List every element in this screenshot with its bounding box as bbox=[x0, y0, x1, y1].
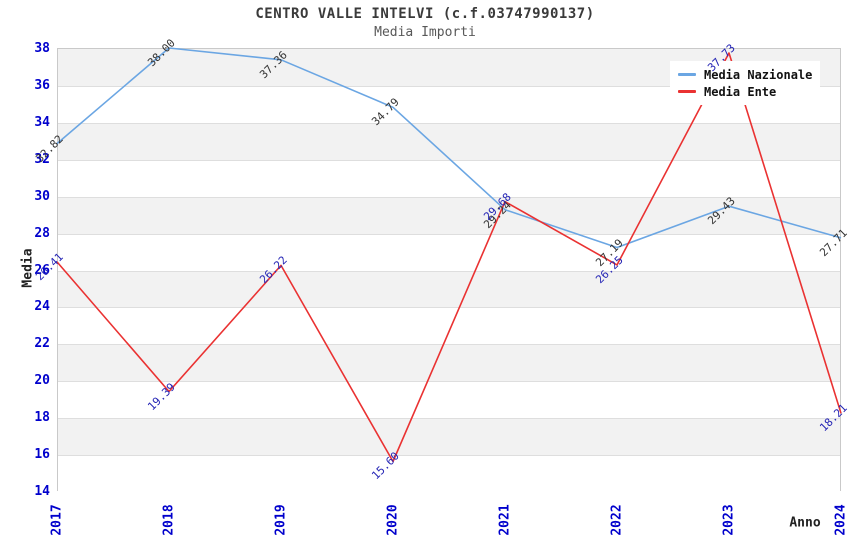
legend-swatch-media-nazionale-icon bbox=[678, 73, 696, 76]
gridline bbox=[58, 381, 840, 383]
legend: Media Nazionale Media Ente bbox=[670, 61, 821, 105]
plot-band bbox=[58, 122, 840, 160]
plot-band bbox=[58, 307, 840, 345]
x-tick-label: 2024 bbox=[833, 504, 849, 536]
y-tick-label: 22 bbox=[34, 336, 50, 352]
y-tick-label: 14 bbox=[34, 484, 50, 499]
legend-label: Media Nazionale bbox=[704, 67, 813, 82]
y-tick-label: 26 bbox=[34, 262, 50, 278]
x-tick-label: 2022 bbox=[609, 504, 625, 536]
y-tick-label: 38 bbox=[34, 41, 50, 56]
x-axis-title: Anno bbox=[789, 515, 821, 531]
gridline bbox=[58, 455, 840, 457]
x-tick-label: 2020 bbox=[385, 504, 401, 536]
gridline bbox=[58, 307, 840, 309]
x-tick-label: 2018 bbox=[161, 504, 177, 536]
plot-band bbox=[58, 233, 840, 271]
y-tick-label: 18 bbox=[34, 410, 50, 426]
x-tick-label: 2021 bbox=[497, 504, 513, 536]
plot-band bbox=[58, 270, 840, 308]
plot-band bbox=[58, 344, 840, 382]
plot-area bbox=[57, 48, 841, 492]
legend-entry-media-ente: Media Ente bbox=[678, 83, 812, 100]
gridline bbox=[58, 196, 840, 198]
gridline bbox=[58, 159, 840, 161]
y-tick-label: 24 bbox=[34, 299, 50, 315]
legend-entry-media-nazionale: Media Nazionale bbox=[678, 66, 812, 83]
chart-title: CENTRO VALLE INTELVI (c.f.03747990137) bbox=[255, 6, 595, 22]
legend-label: Media Ente bbox=[704, 84, 777, 99]
y-tick-label: 28 bbox=[34, 225, 50, 241]
gridline bbox=[58, 122, 840, 124]
gridline bbox=[58, 344, 840, 346]
y-tick-label: 32 bbox=[34, 151, 50, 167]
y-axis-title: Media bbox=[20, 248, 36, 288]
gridline bbox=[58, 270, 840, 272]
plot-band bbox=[58, 159, 840, 197]
y-tick-label: 20 bbox=[34, 373, 50, 389]
y-tick-label: 36 bbox=[34, 77, 50, 93]
chart-subtitle: Media Importi bbox=[374, 25, 476, 40]
y-tick-label: 16 bbox=[34, 447, 50, 463]
plot-band bbox=[58, 418, 840, 456]
x-tick-label: 2017 bbox=[49, 504, 65, 536]
x-tick-label: 2019 bbox=[273, 504, 289, 536]
plot-band bbox=[58, 455, 840, 492]
x-tick-label: 2023 bbox=[721, 504, 737, 536]
gridline bbox=[58, 418, 840, 420]
gridline bbox=[58, 233, 840, 235]
y-tick-label: 30 bbox=[34, 188, 50, 204]
legend-swatch-media-ente-icon bbox=[678, 90, 696, 93]
y-tick-label: 34 bbox=[34, 114, 50, 130]
